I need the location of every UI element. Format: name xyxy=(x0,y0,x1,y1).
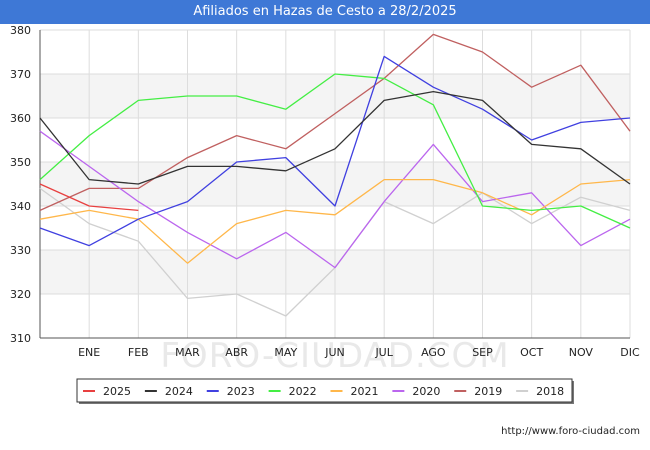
x-tick-label: ENE xyxy=(78,346,100,359)
y-tick-labels: 310 320 330 340 350 360 370 380 xyxy=(10,24,31,345)
legend-label-2020: 2020 xyxy=(412,385,440,398)
y-tick-label: 380 xyxy=(10,24,31,37)
x-tick-labels: ENE FEB MAR ABR MAY JUN JUL AGO SEP OCT NOV DIC xyxy=(78,346,640,359)
legend-label-2024: 2024 xyxy=(165,385,193,398)
x-tick-label: NOV xyxy=(569,346,594,359)
y-tick-label: 360 xyxy=(10,112,31,125)
legend-label-2019: 2019 xyxy=(474,385,502,398)
x-tick-label: JUN xyxy=(324,346,345,359)
x-tick-label: AGO xyxy=(421,346,446,359)
x-tick-label: FEB xyxy=(128,346,149,359)
watermark-text: FORO-CIUDAD.COM xyxy=(160,336,509,376)
legend: 2025 2024 2023 2022 2021 2020 2019 2018 xyxy=(76,378,574,404)
x-tick-label: SEP xyxy=(472,346,493,359)
series-line-2020 xyxy=(39,130,631,269)
x-tick-label: MAR xyxy=(175,346,200,359)
y-tick-label: 370 xyxy=(10,68,31,81)
series-line-2025 xyxy=(39,183,139,212)
series-line-2022 xyxy=(39,73,631,229)
series-line-2023 xyxy=(39,55,631,247)
source-url: http://www.foro-ciudad.com xyxy=(501,426,640,437)
x-tick-label: ABR xyxy=(225,346,248,359)
legend-label-2021: 2021 xyxy=(351,385,379,398)
legend-label-2025: 2025 xyxy=(103,385,131,398)
x-tick-label: JUL xyxy=(374,346,393,359)
legend-label-2018: 2018 xyxy=(536,385,564,398)
legend-label-2022: 2022 xyxy=(289,385,317,398)
series-line-2019 xyxy=(39,33,631,211)
series-lines xyxy=(39,33,631,317)
y-tick-label: 340 xyxy=(10,200,31,213)
y-tick-label: 320 xyxy=(10,288,31,301)
y-tick-label: 350 xyxy=(10,156,31,169)
series-line-2024 xyxy=(39,90,631,185)
chart-title: Afiliados en Hazas de Cesto a 28/2/2025 xyxy=(0,0,650,24)
legend-box xyxy=(76,378,573,403)
y-tick-label: 330 xyxy=(10,244,31,257)
y-tick-label: 310 xyxy=(10,332,31,345)
x-tick-label: OCT xyxy=(520,346,543,359)
x-tick-label: MAY xyxy=(274,346,297,359)
x-tick-label: DIC xyxy=(620,346,640,359)
legend-label-2023: 2023 xyxy=(227,385,255,398)
